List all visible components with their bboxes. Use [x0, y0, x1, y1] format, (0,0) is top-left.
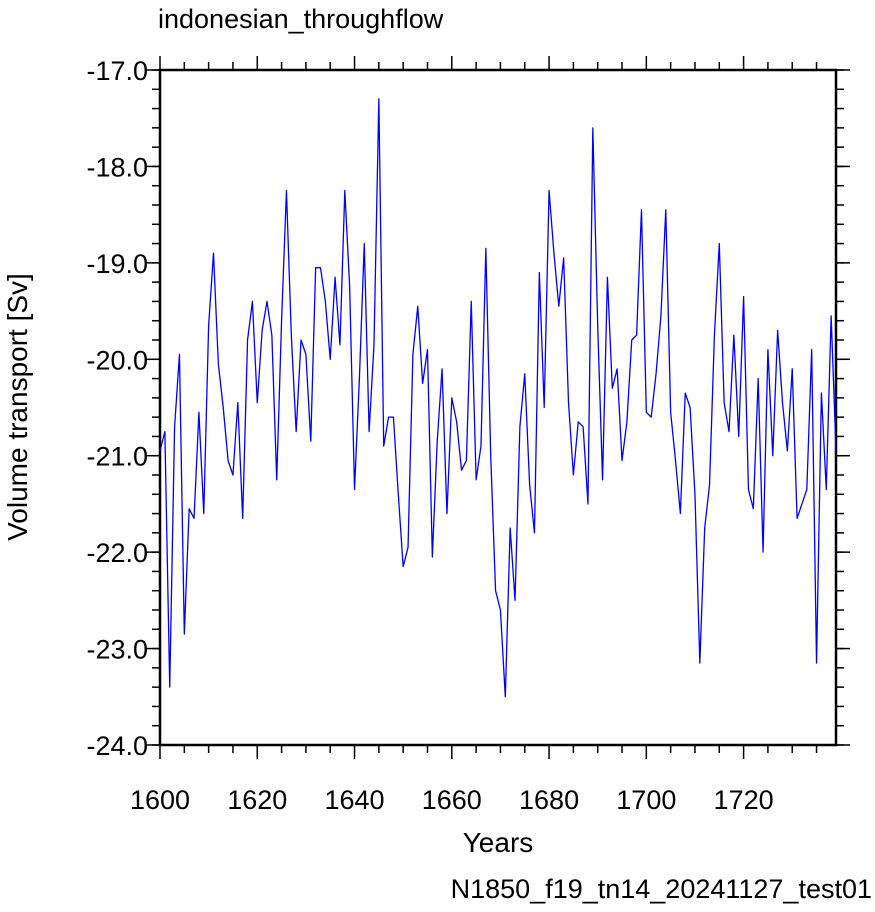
y-axis-label: Volume transport [Sv] [2, 273, 33, 541]
y-tick-label: -23.0 [86, 635, 148, 665]
plot-frame [158, 68, 838, 747]
caption-text: N1850_f19_tn14_20241127_test01 [451, 874, 872, 904]
x-axis-label: Years [463, 827, 534, 858]
x-tick-label: 1640 [324, 785, 384, 815]
series-line [159, 98, 837, 698]
x-tick-label: 1660 [422, 785, 482, 815]
x-tick-label: 1680 [519, 785, 579, 815]
x-tick-label: 1720 [714, 785, 774, 815]
y-tick-label: -17.0 [86, 56, 148, 86]
x-tick-label: 1620 [227, 785, 287, 815]
x-tick-label: 1700 [616, 785, 676, 815]
y-tick-label: -21.0 [86, 442, 148, 472]
y-tick-labels: -17.0 -18.0 -19.0 -20.0 -21.0 -22.0 -23.0 -24.0 [86, 56, 148, 761]
y-tick-label: -19.0 [86, 249, 148, 279]
x-tick-label: 1600 [130, 785, 190, 815]
y-tick-label: -22.0 [86, 538, 148, 568]
y-tick-label: -24.0 [86, 731, 148, 761]
axis-ticks [146, 56, 850, 759]
x-tick-labels: 1600 1620 1640 1660 1680 1700 1720 [130, 785, 774, 815]
y-tick-label: -20.0 [86, 345, 148, 375]
y-tick-label: -18.0 [86, 152, 148, 182]
chart-title: indonesian_throughflow [158, 4, 444, 34]
